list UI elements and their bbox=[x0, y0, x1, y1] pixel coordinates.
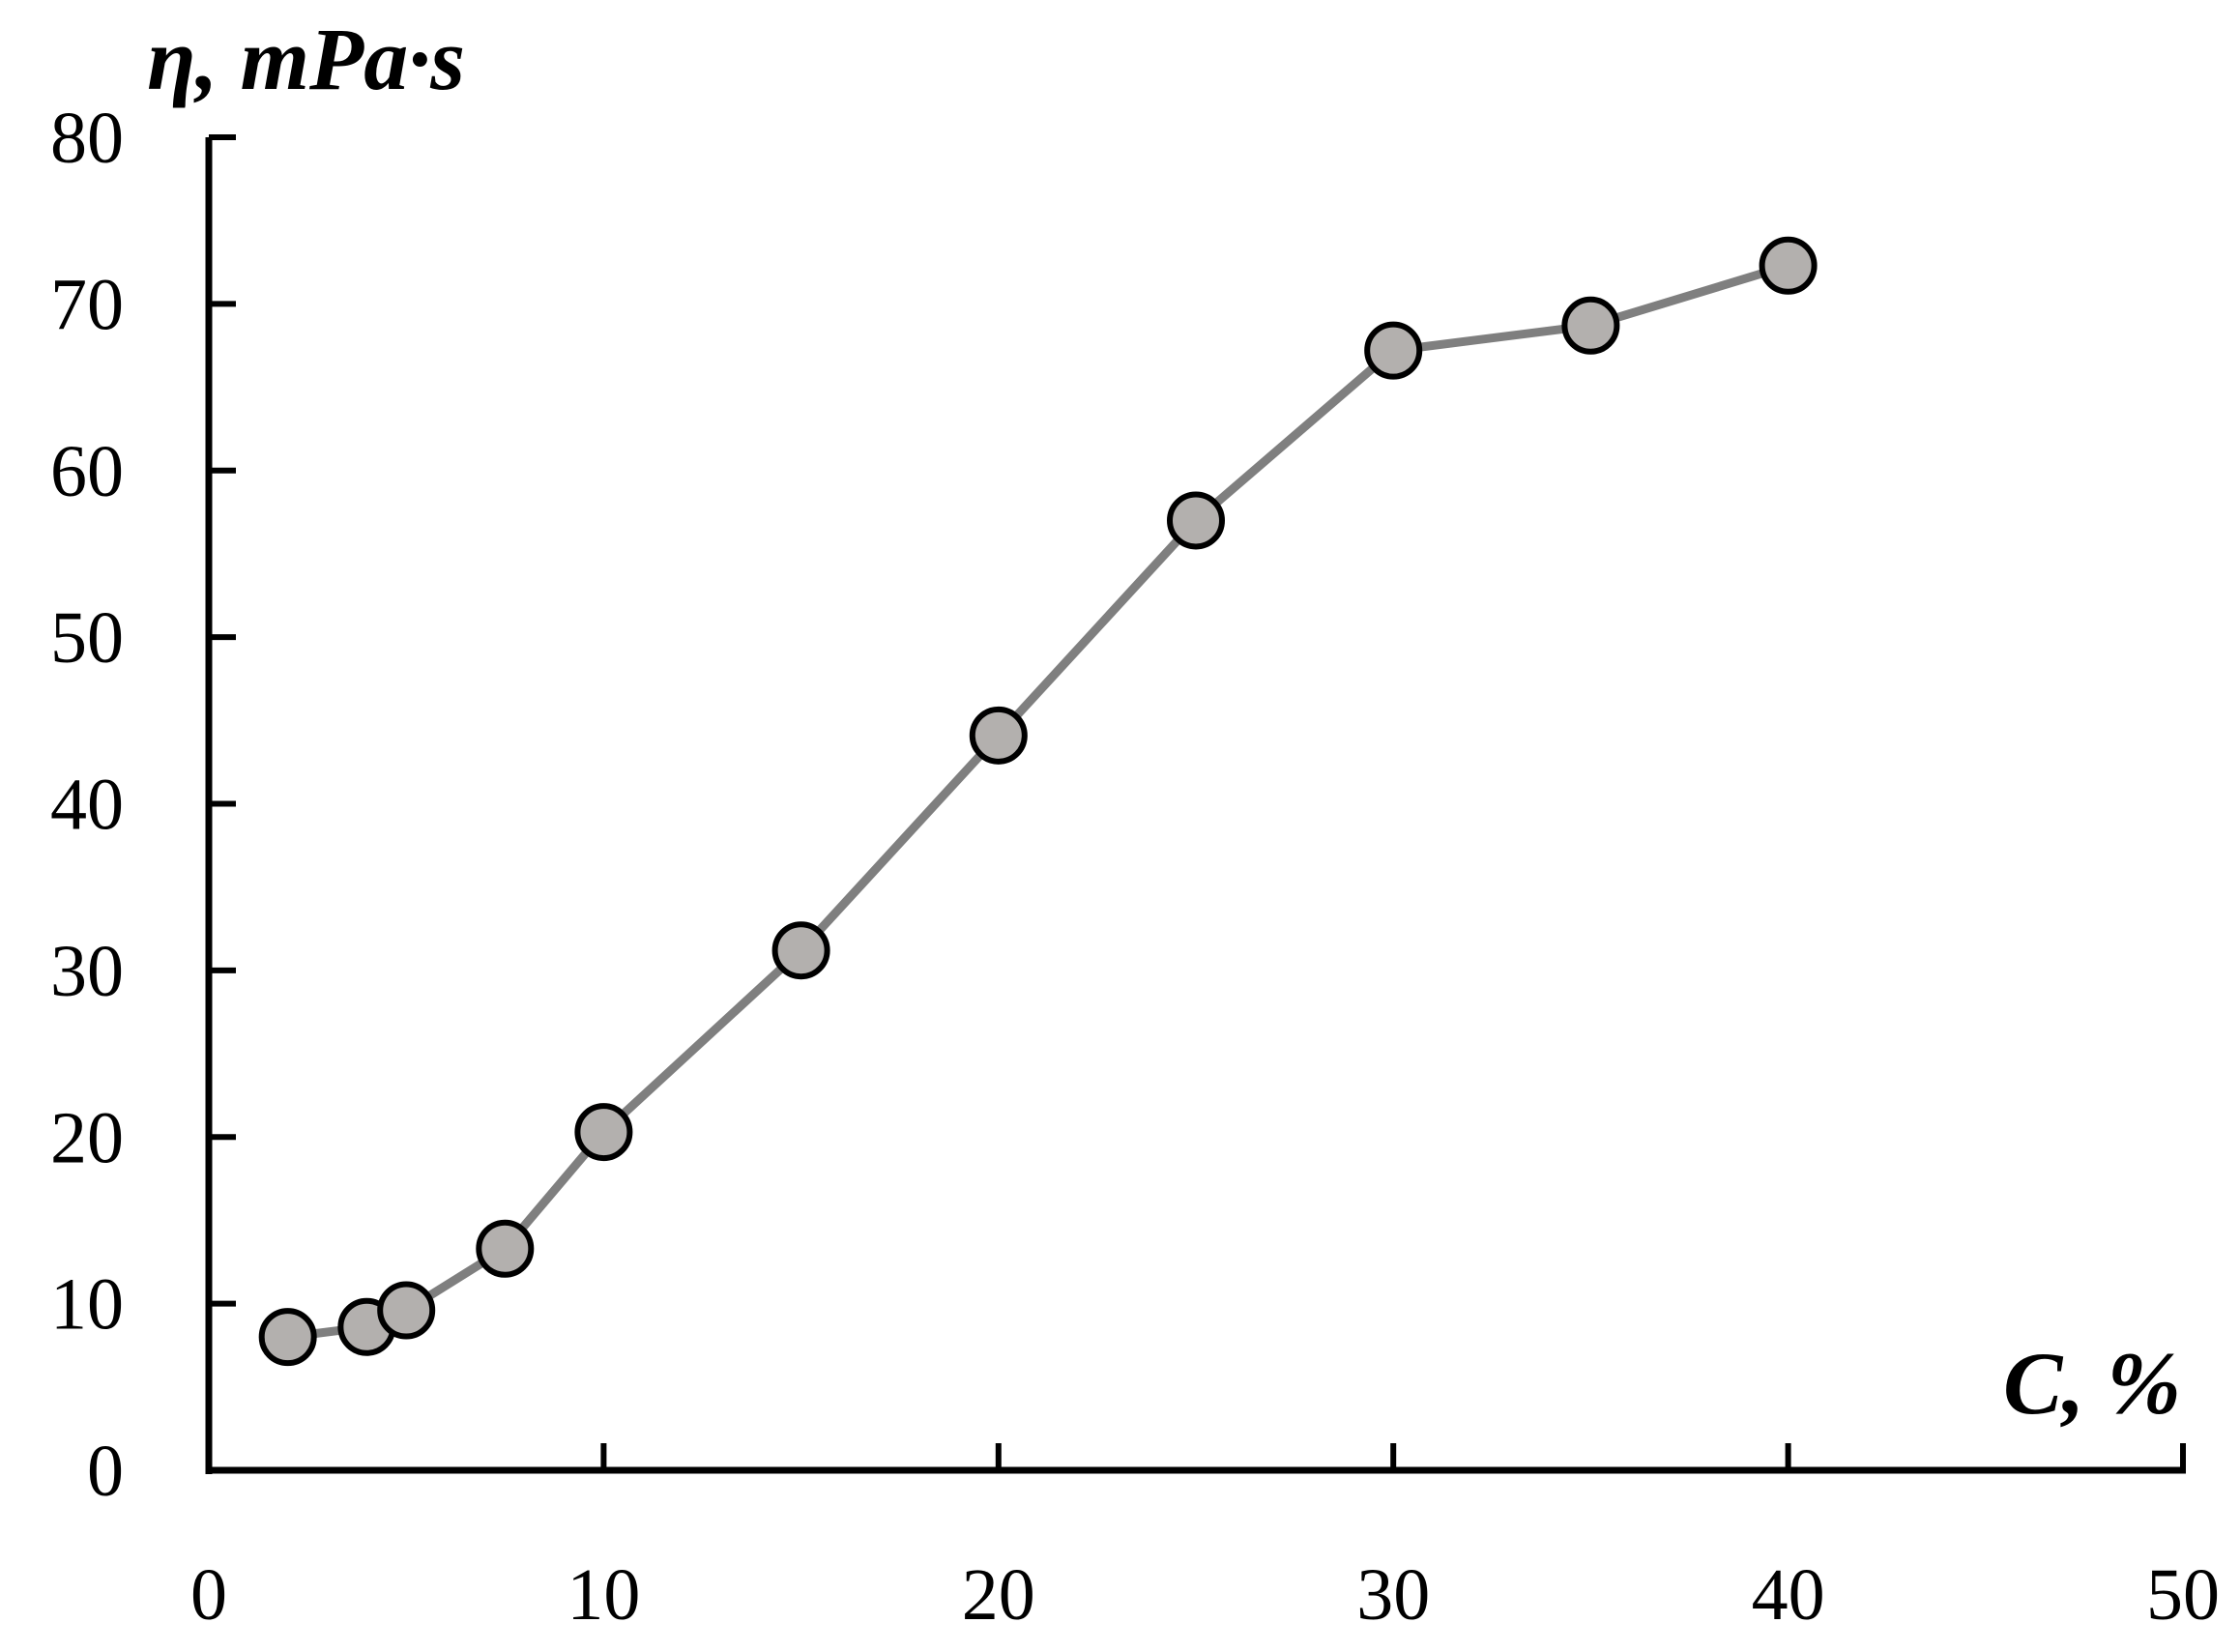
data-point bbox=[1364, 321, 1423, 380]
data-point bbox=[1167, 491, 1225, 550]
y-tick-label: 70 bbox=[50, 264, 124, 345]
y-tick-label: 10 bbox=[50, 1264, 124, 1346]
y-tick-label: 30 bbox=[50, 931, 124, 1012]
ticks: 0 10 20 30 40 50 60 70 80 0 10 20 30 40 50 bbox=[50, 98, 2220, 1636]
data-point bbox=[771, 921, 830, 980]
data-point bbox=[969, 706, 1028, 765]
data-point bbox=[377, 1281, 436, 1340]
y-tick-label: 20 bbox=[50, 1097, 124, 1178]
series bbox=[258, 236, 1818, 1367]
data-point bbox=[1561, 296, 1620, 355]
data-point bbox=[476, 1219, 535, 1278]
x-tick-label: 10 bbox=[567, 1554, 640, 1636]
y-axis-title: η, mPa·s bbox=[147, 10, 465, 108]
y-tick-label: 50 bbox=[50, 597, 124, 679]
y-tick-label: 40 bbox=[50, 765, 124, 846]
x-tick-label: 40 bbox=[1752, 1554, 1825, 1636]
series-line bbox=[283, 261, 1793, 1342]
data-point bbox=[574, 1103, 633, 1162]
y-tick-label: 0 bbox=[87, 1431, 124, 1512]
y-tick-label: 60 bbox=[50, 431, 124, 512]
x-tick-label: 20 bbox=[962, 1554, 1035, 1636]
y-tick-label: 80 bbox=[50, 98, 124, 179]
x-tick-label: 0 bbox=[190, 1554, 227, 1636]
x-tick-label: 30 bbox=[1356, 1554, 1430, 1636]
data-point bbox=[258, 1308, 317, 1367]
x-axis-title: C, % bbox=[2003, 1334, 2181, 1433]
x-tick-label: 50 bbox=[2146, 1554, 2220, 1636]
data-point bbox=[1759, 236, 1818, 295]
